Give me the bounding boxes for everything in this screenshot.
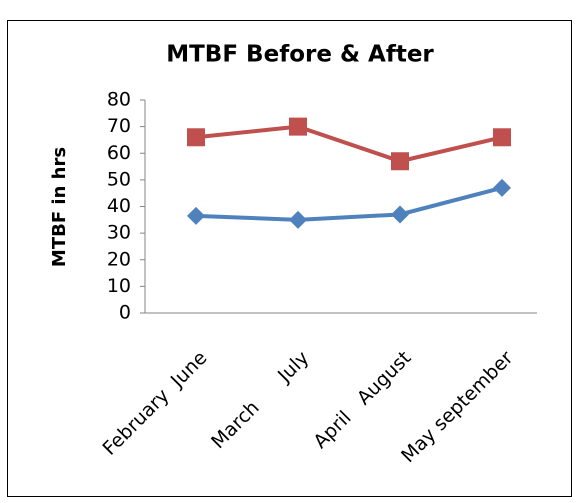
marker — [187, 206, 205, 225]
y-tick-label: 10 — [107, 275, 131, 297]
y-tick-label: 20 — [107, 248, 131, 270]
marker — [289, 210, 307, 229]
y-tick-label: 70 — [107, 115, 131, 137]
y-tick-label: 0 — [119, 302, 131, 324]
y-tick-label: 30 — [107, 222, 131, 244]
marker — [391, 205, 409, 224]
y-tick-label: 80 — [107, 89, 131, 111]
y-tick-label: 50 — [107, 168, 131, 190]
chart-title: MTBF Before & After — [166, 42, 434, 68]
marker — [493, 178, 511, 197]
y-tick-label: 40 — [107, 195, 131, 217]
marker — [289, 117, 307, 136]
series-line — [195, 185, 503, 222]
y-tick-label: 60 — [107, 142, 131, 164]
marker — [187, 128, 205, 147]
y-axis-label: MTBF in hrs — [49, 147, 70, 267]
chart-border — [7, 20, 572, 497]
marker — [493, 128, 511, 147]
marker — [391, 152, 409, 171]
series-line — [195, 124, 503, 164]
